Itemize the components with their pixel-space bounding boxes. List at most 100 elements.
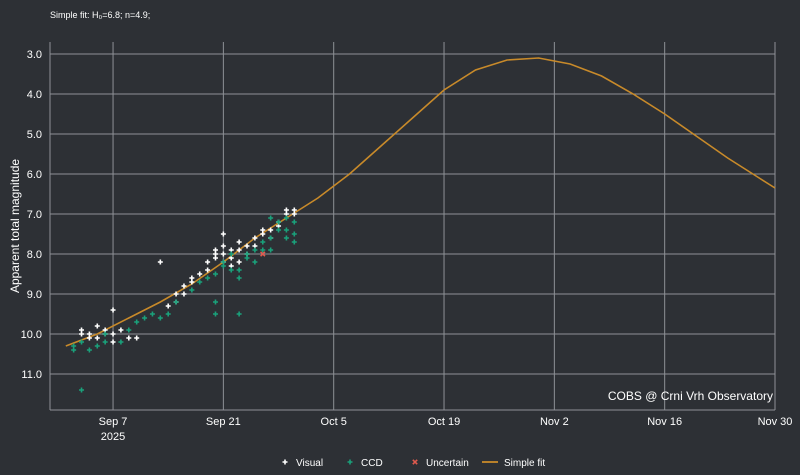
ccd-point — [118, 339, 124, 345]
legend[interactable]: Visual CCD Uncertain Simple fit — [282, 458, 546, 469]
visual-point — [236, 247, 242, 253]
ccd-point — [94, 343, 100, 349]
y-tick-label: 5.0 — [27, 129, 42, 141]
ccd-point — [212, 311, 218, 317]
x-tick-label: Oct 19 — [428, 416, 460, 428]
ccd-point — [228, 267, 234, 273]
ccd-point — [220, 259, 226, 265]
series-uncertain-points — [260, 251, 266, 257]
ccd-point — [79, 387, 85, 393]
y-tick-label: 3.0 — [27, 49, 42, 61]
visual-point — [181, 291, 187, 297]
ccd-point — [236, 275, 242, 281]
ccd-point — [165, 311, 171, 317]
y-tick-label: 7.0 — [27, 209, 42, 221]
ccd-point — [102, 331, 108, 337]
ccd-point — [260, 247, 266, 253]
legend-label: Visual — [296, 458, 323, 469]
x-tick-label: Oct 5 — [321, 416, 347, 428]
x-tick-label: Nov 30 — [758, 416, 793, 428]
legend-label: Simple fit — [504, 458, 545, 469]
series-simple-fit — [65, 57, 776, 347]
ccd-point — [205, 275, 211, 281]
ccd-point — [276, 227, 282, 233]
ccd-point — [236, 267, 242, 273]
ccd-point — [291, 219, 297, 225]
uncertain-point — [260, 251, 266, 257]
ccd-point — [268, 247, 274, 253]
x-tick-label: Nov 16 — [647, 416, 682, 428]
visual-point — [197, 271, 203, 277]
visual-point — [94, 323, 100, 329]
x-tick-label: Nov 2 — [540, 416, 569, 428]
visual-point — [110, 331, 116, 337]
visual-point — [283, 207, 289, 213]
visual-point — [110, 339, 116, 345]
visual-point — [189, 275, 195, 281]
ccd-point — [260, 239, 266, 245]
y-tick-label: 8.0 — [27, 249, 42, 261]
visual-point — [236, 259, 242, 265]
x-tick-label: Sep 21 — [206, 416, 241, 428]
ccd-point — [79, 339, 85, 345]
visual-point — [260, 231, 266, 237]
series-layer — [65, 57, 776, 393]
ccd-point — [212, 271, 218, 277]
y-axis-title: Apparent total magnitude — [8, 159, 22, 293]
legend-label: CCD — [361, 458, 383, 469]
y-tick-label: 4.0 — [27, 89, 42, 101]
ccd-point — [173, 299, 179, 305]
visual-point — [205, 267, 211, 273]
visual-point — [181, 283, 187, 289]
visual-point — [79, 331, 85, 337]
visual-point — [291, 207, 297, 213]
visual-point — [126, 335, 132, 341]
ccd-point — [134, 319, 140, 325]
visual-point — [220, 231, 226, 237]
legend-item-uncertain[interactable]: Uncertain — [412, 458, 469, 469]
visual-point — [244, 243, 250, 249]
visual-point — [94, 335, 100, 341]
series-ccd-points — [71, 215, 297, 393]
ccd-point — [189, 287, 195, 293]
axes: Sep 7 2025 Sep 21 Oct 5 Oct 19 Nov 2 Nov 16 Nov… — [21, 42, 793, 443]
x-tick-sublabel: 2025 — [101, 431, 125, 443]
legend-item-visual[interactable]: Visual — [282, 458, 324, 469]
ccd-point — [291, 239, 297, 245]
visual-point — [118, 327, 124, 333]
visual-point — [110, 307, 116, 313]
ccd-point — [252, 259, 258, 265]
ccd-point — [197, 279, 203, 285]
visual-point — [157, 259, 163, 265]
ccd-point — [283, 215, 289, 221]
ccd-point — [268, 215, 274, 221]
ccd-point — [212, 299, 218, 305]
ccd-point — [291, 231, 297, 237]
fit-curve — [65, 57, 776, 347]
ccd-point — [236, 311, 242, 317]
ccd-point — [276, 219, 282, 225]
legend-swatch — [412, 459, 418, 465]
y-tick-label: 10.0 — [21, 329, 42, 341]
ccd-point — [71, 343, 77, 349]
ccd-point — [244, 255, 250, 261]
ccd-point — [149, 311, 155, 317]
fit-note: Simple fit: H₀=6.8; n=4.9; — [50, 10, 151, 20]
ccd-point — [126, 327, 132, 333]
visual-point — [252, 235, 258, 241]
visual-point — [236, 239, 242, 245]
visual-point — [220, 243, 226, 249]
grid — [50, 42, 776, 410]
ccd-point — [157, 315, 163, 321]
y-tick-label: 6.0 — [27, 169, 42, 181]
ccd-point — [228, 251, 234, 257]
visual-point — [268, 227, 274, 233]
visual-point — [212, 255, 218, 261]
ccd-point — [252, 247, 258, 253]
credit-label: COBS @ Crni Vrh Observatory — [608, 389, 773, 403]
ccd-point — [86, 347, 92, 353]
legend-item-simple-fit[interactable]: Simple fit — [482, 458, 545, 469]
legend-item-ccd[interactable]: CCD — [347, 458, 383, 469]
legend-swatch — [282, 459, 288, 465]
